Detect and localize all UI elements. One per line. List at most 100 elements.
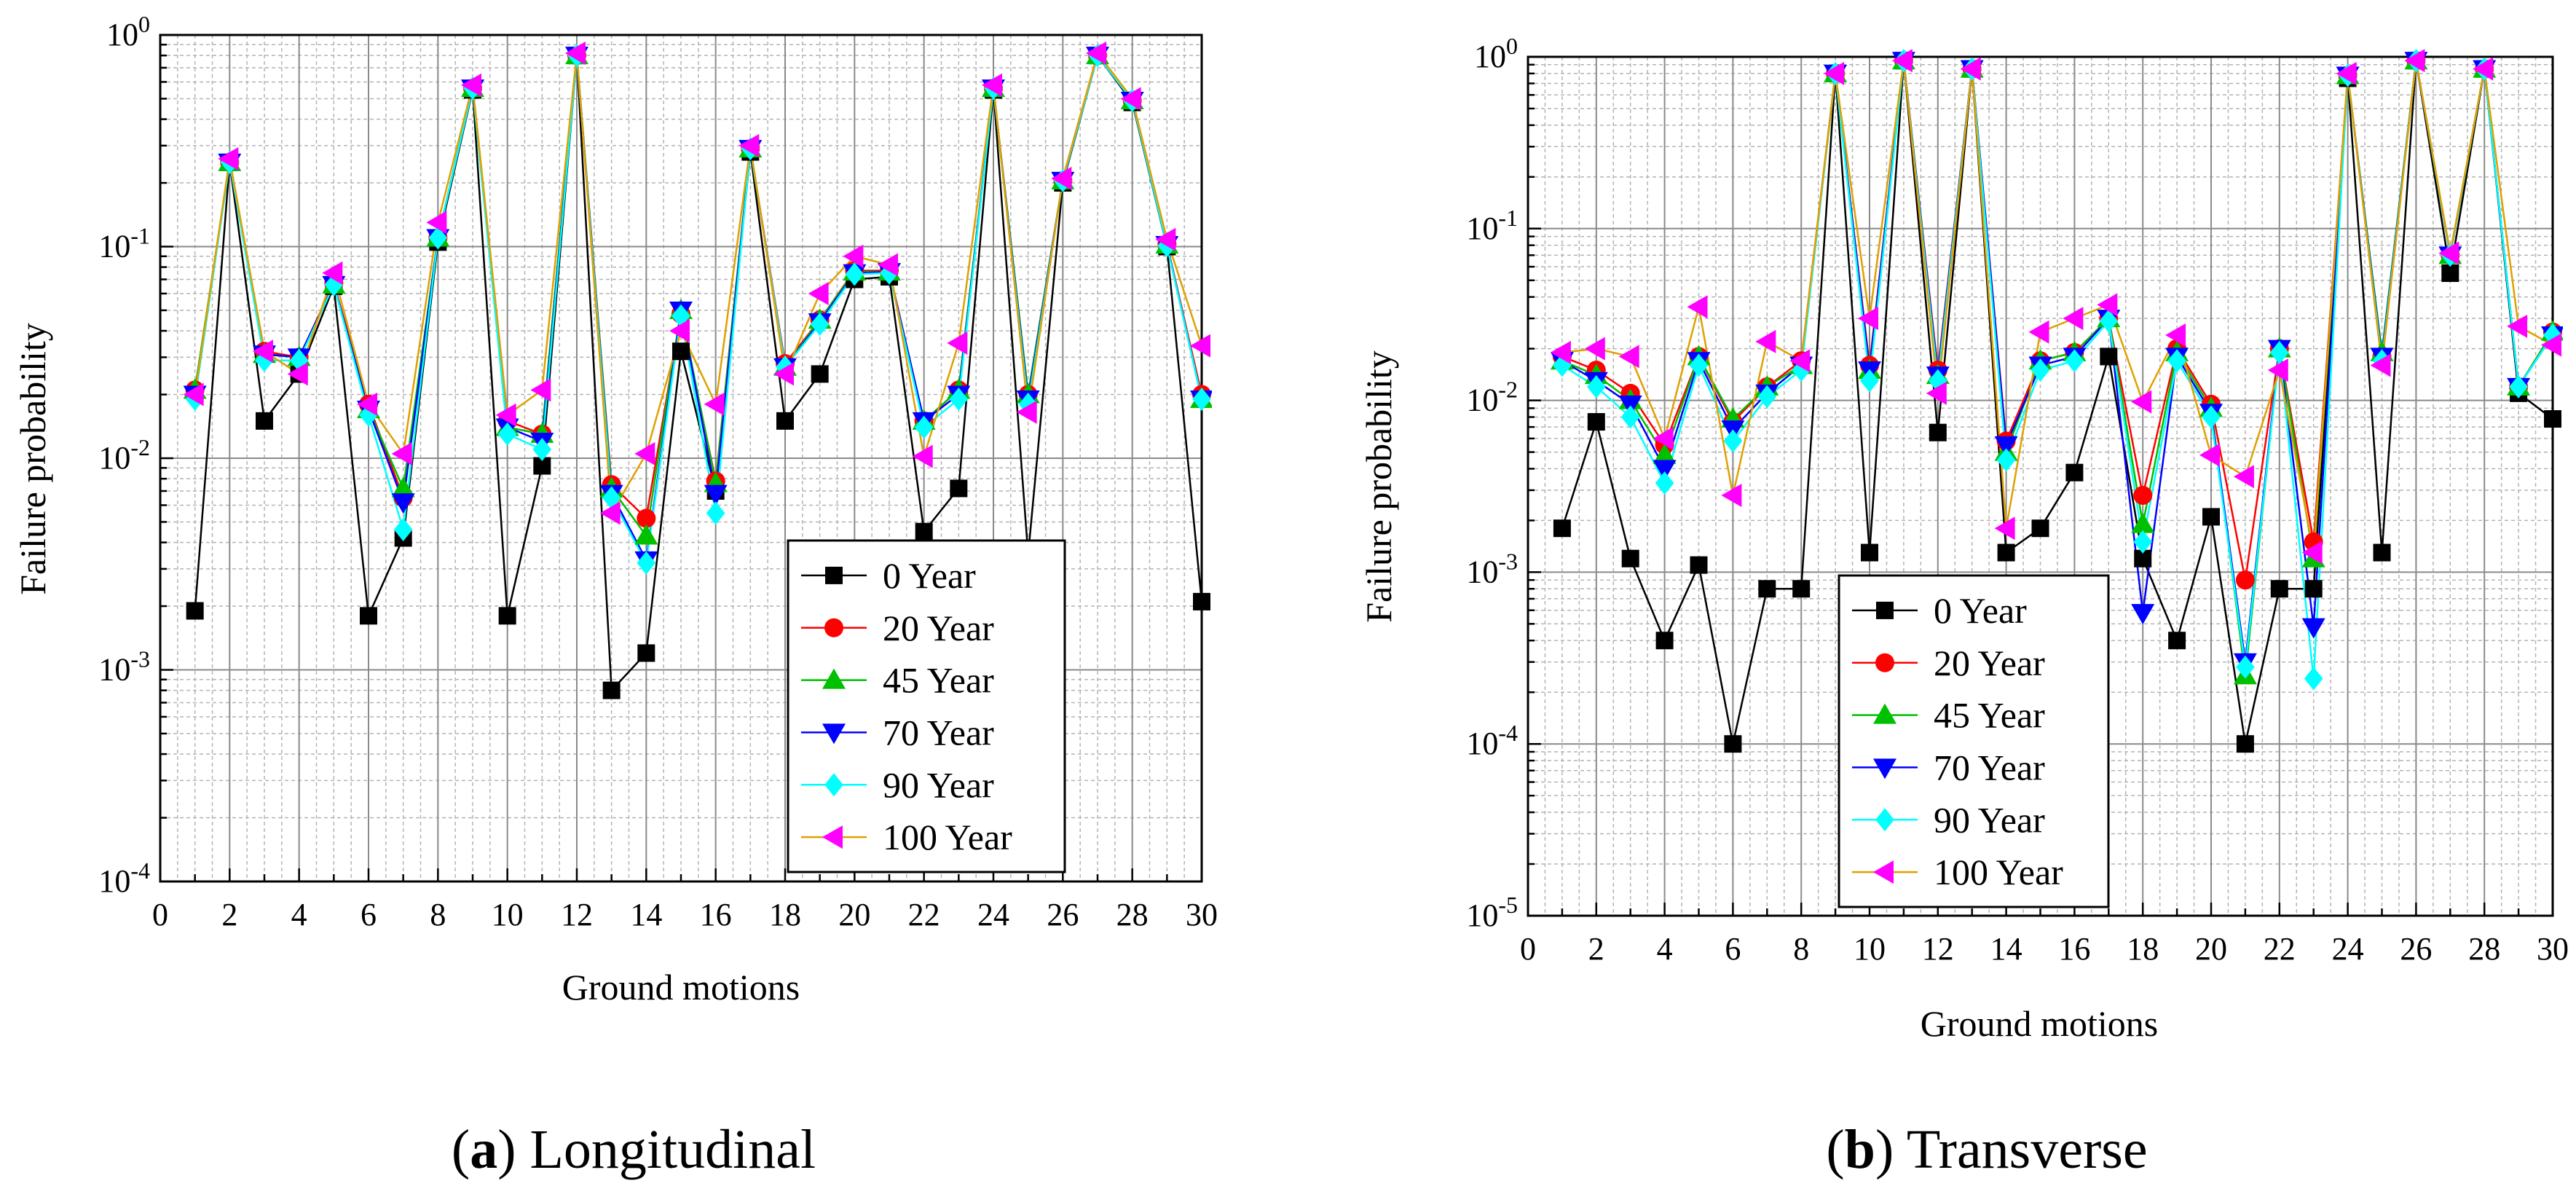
data-point-100-year [634, 441, 655, 466]
data-point-100-year [1086, 42, 1106, 66]
data-point-90-year [1860, 369, 1879, 393]
y-tick-label: 10-1 [1466, 205, 1518, 246]
data-point-100-year [843, 244, 864, 268]
data-point-100-year [982, 73, 1002, 97]
x-tick-label: 8 [430, 897, 446, 932]
legend-marker [1873, 860, 1894, 884]
data-point-90-year [671, 304, 690, 328]
data-point-90-year [2065, 349, 2084, 373]
data-point-100-year [1721, 483, 1742, 507]
data-point-100-year [2063, 307, 2084, 331]
legend-marker [824, 618, 843, 637]
x-tick-label: 16 [2058, 931, 2090, 967]
legend: 0 Year 20 Year 45 Year 70 Year 90 Year 100 Ye… [1838, 574, 2110, 908]
legend-marker [1875, 808, 1894, 832]
y-tick-label: 10-3 [98, 646, 150, 688]
x-tick-label: 0 [152, 897, 168, 932]
ticks [1527, 55, 2554, 917]
data-point-20-year [2235, 570, 2255, 590]
data-point-100-year [426, 211, 447, 235]
series-layer [1550, 49, 2563, 753]
legend-label: 20 Year [883, 608, 994, 648]
caption-a: (a) Longitudinal [452, 1119, 816, 1180]
x-tick-label: 10 [492, 897, 524, 932]
data-point-100-year [738, 133, 760, 157]
data-point-0-year [1621, 549, 1639, 567]
data-point-100-year [530, 378, 551, 402]
data-point-0-year [776, 412, 794, 430]
data-point-0-year [2168, 632, 2186, 650]
data-point-100-year [1824, 61, 1845, 85]
data-point-100-year [2507, 314, 2528, 338]
legend-marker [1873, 703, 1896, 724]
data-point-90-year [2509, 374, 2528, 398]
x-tick-label: 20 [838, 897, 870, 932]
data-point-0-year [1655, 632, 1674, 650]
y-tick-label: 10-2 [1466, 377, 1518, 418]
series-markers-70-year [183, 47, 1212, 572]
data-point-100-year [704, 392, 725, 416]
y-tick-label: 10-3 [1466, 548, 1518, 589]
x-tick-label: 16 [700, 897, 732, 932]
x-tick-label: 4 [1657, 931, 1673, 967]
x-tick-label: 0 [1520, 931, 1536, 967]
caption-b: (b) Transverse [1826, 1119, 2147, 1180]
data-point-90-year [1620, 405, 1640, 429]
data-point-100-year [322, 261, 343, 285]
data-point-90-year [1757, 385, 1777, 409]
data-point-90-year [949, 388, 969, 412]
data-point-100-year [2028, 320, 2049, 344]
data-point-0-year [186, 602, 204, 620]
data-point-0-year [1690, 556, 1708, 574]
data-point-0-year [1758, 580, 1776, 598]
legend: 0 Year 20 Year 45 Year 70 Year 90 Year 100 Ye… [787, 539, 1066, 873]
data-point-90-year [1587, 374, 1606, 398]
data-point-100-year [1755, 329, 1776, 353]
legend-marker [824, 773, 843, 797]
legend-label: 70 Year [883, 712, 994, 753]
data-point-45-year [2131, 512, 2155, 533]
data-point-100-year [2097, 293, 2118, 317]
legend-box [1838, 574, 2110, 908]
data-point-45-year [1653, 443, 1677, 464]
data-point-100-year [287, 362, 308, 386]
data-point-90-year [776, 355, 795, 379]
data-point-100-year [2131, 390, 2152, 414]
legend-label: 0 Year [1934, 590, 2027, 631]
y-axis-title: Failure probability [1358, 350, 1399, 623]
data-point-90-year [2133, 530, 2152, 554]
legend-label: 20 Year [1934, 643, 2045, 683]
data-point-100-year [218, 146, 239, 170]
y-tick-label: 10-4 [1466, 720, 1518, 761]
data-point-100-year [2370, 353, 2391, 377]
data-point-100-year [1120, 87, 1141, 111]
data-point-0-year [915, 522, 933, 541]
legend-label: 100 Year [1934, 852, 2063, 892]
data-point-100-year [1891, 49, 1913, 73]
data-point-0-year [2065, 463, 2084, 482]
legend-box [787, 539, 1066, 873]
data-point-100-year [495, 403, 516, 427]
data-point-0-year [2373, 543, 2391, 562]
x-tick-label: 18 [2127, 931, 2159, 967]
data-point-0-year [2202, 508, 2220, 526]
data-point-100-year [599, 501, 621, 525]
y-tick-label: 100 [106, 11, 150, 52]
series-line-100-year [194, 51, 1203, 517]
x-tick-label: 4 [291, 897, 307, 932]
data-point-0-year [602, 681, 621, 699]
legend-label: 0 Year [883, 555, 976, 596]
data-point-100-year [912, 444, 933, 468]
x-tick-label: 6 [361, 897, 377, 932]
data-point-100-year [357, 392, 377, 416]
data-point-100-year [1550, 340, 1571, 364]
data-point-70-year [1994, 436, 2018, 457]
x-tick-label: 22 [908, 897, 940, 932]
data-point-100-year [808, 281, 829, 305]
data-point-0-year [2100, 347, 2118, 366]
data-point-100-year [2336, 61, 2357, 85]
x-tick-label: 8 [1793, 931, 1809, 967]
legend-label: 45 Year [883, 660, 994, 701]
data-point-100-year [1155, 227, 1176, 251]
legend-marker [822, 723, 846, 745]
